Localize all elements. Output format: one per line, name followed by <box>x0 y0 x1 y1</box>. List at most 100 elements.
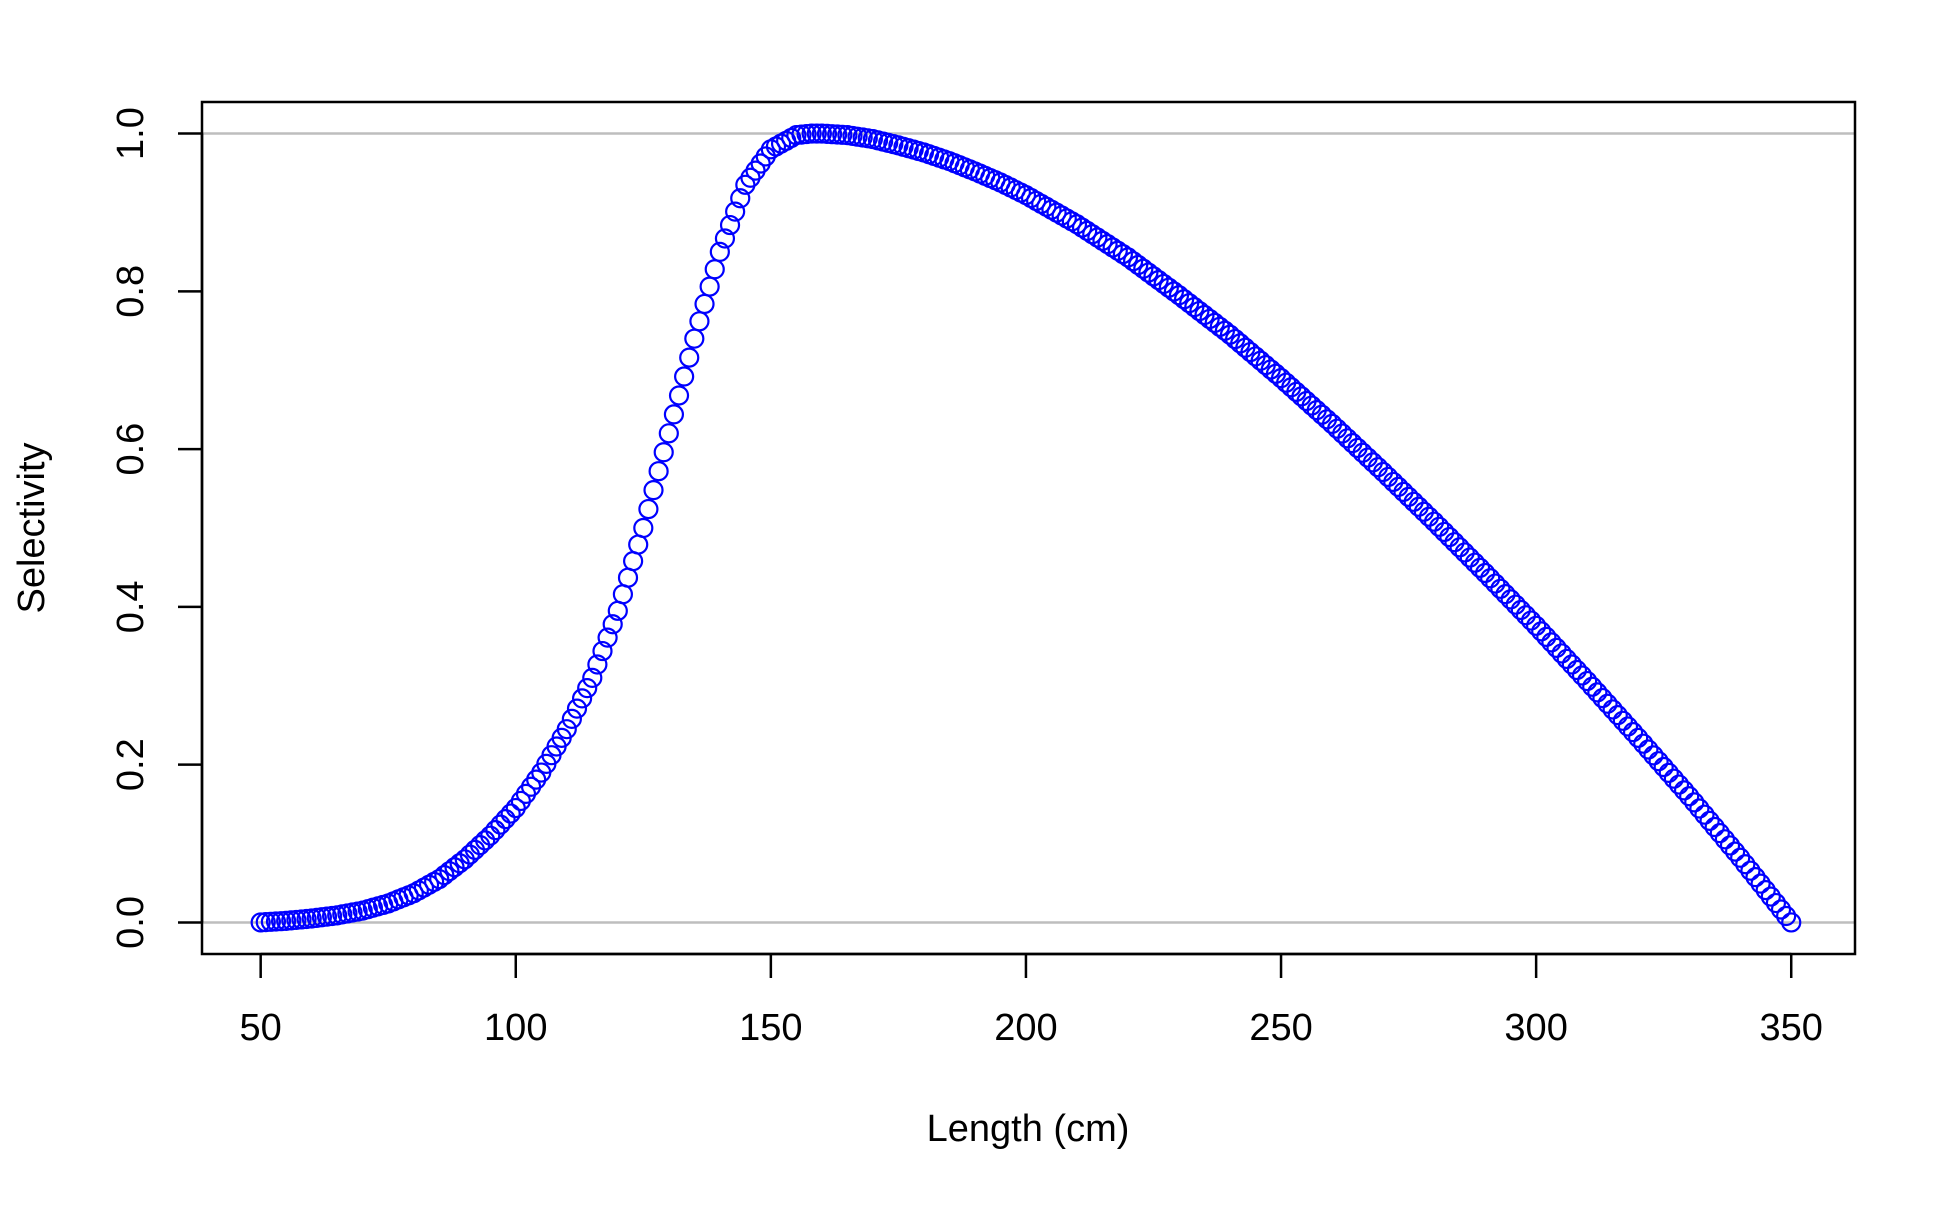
data-point <box>1337 428 1358 449</box>
y-tick-label: 0.4 <box>110 580 152 633</box>
data-point <box>1475 562 1496 584</box>
data-point <box>1403 491 1424 512</box>
data-point <box>475 830 496 851</box>
data-point <box>709 241 730 262</box>
data-point <box>1454 542 1475 563</box>
data-point <box>623 551 644 572</box>
data-point <box>464 839 486 860</box>
data-point <box>1378 466 1399 488</box>
data-point <box>1500 589 1521 610</box>
data-point <box>592 640 613 662</box>
data-point <box>1490 578 1511 599</box>
data-point <box>1648 751 1669 772</box>
data-point <box>617 567 639 588</box>
data-point <box>1760 886 1781 907</box>
data-point <box>1327 418 1348 439</box>
data-point <box>725 201 746 222</box>
data-point <box>1413 501 1434 522</box>
data-point <box>480 825 501 846</box>
data-point <box>679 347 700 368</box>
x-tick-label: 200 <box>994 1007 1057 1049</box>
data-point <box>1770 899 1792 920</box>
data-point <box>597 627 618 648</box>
plot-frame <box>200 100 1857 956</box>
data-point <box>1102 237 1123 258</box>
data-point <box>1372 461 1394 483</box>
data-point <box>1556 648 1577 670</box>
data-point <box>1117 247 1139 268</box>
data-point <box>1577 670 1598 692</box>
data-point <box>1699 810 1720 831</box>
data-point <box>1622 722 1644 743</box>
data-point <box>1138 262 1159 283</box>
data-point <box>1143 266 1164 287</box>
data-point <box>1128 254 1149 276</box>
data-point <box>469 835 491 856</box>
data-point <box>1505 594 1526 615</box>
data-point <box>1107 240 1128 261</box>
data-point <box>1781 912 1802 933</box>
data-point <box>1444 532 1465 553</box>
data-point <box>1643 745 1664 766</box>
data-point <box>1546 637 1567 659</box>
data-point <box>1459 547 1480 568</box>
x-tick-label: 100 <box>484 1007 547 1049</box>
data-point <box>571 688 593 709</box>
data-point <box>674 366 695 387</box>
data-point <box>1347 437 1368 459</box>
data-point <box>663 404 685 425</box>
data-point <box>1561 654 1582 675</box>
data-point <box>1602 699 1623 720</box>
data-point <box>1449 537 1470 558</box>
data-point <box>1750 873 1771 894</box>
data-point <box>1362 452 1383 473</box>
data-point <box>561 708 582 730</box>
data-point <box>704 259 725 280</box>
data-point <box>1531 621 1552 642</box>
data-point <box>490 814 511 835</box>
data-point <box>1566 659 1588 681</box>
data-point <box>1092 230 1113 251</box>
data-point <box>653 442 674 463</box>
x-axis-title: Length (cm) <box>927 1108 1130 1150</box>
data-point <box>612 584 634 605</box>
data-point <box>602 614 623 635</box>
data-point <box>1383 471 1404 493</box>
data-point <box>1587 682 1608 703</box>
data-point <box>643 480 664 501</box>
data-point <box>1526 615 1547 636</box>
data-point <box>730 188 751 209</box>
data-point <box>1332 423 1353 444</box>
data-point <box>1714 829 1736 850</box>
data-point <box>648 461 669 482</box>
data-point <box>1077 220 1098 241</box>
data-point <box>699 276 720 297</box>
data-point <box>1388 476 1409 497</box>
data-point <box>668 385 690 406</box>
y-tick-label: 0.6 <box>110 423 152 476</box>
y-tick-label: 1.0 <box>110 107 152 160</box>
data-point <box>1592 687 1613 709</box>
y-tick-label: 0.8 <box>110 265 152 318</box>
data-point <box>1434 521 1455 543</box>
data-point <box>1765 892 1787 914</box>
data-points <box>250 123 1802 933</box>
data-point <box>1571 665 1593 686</box>
x-axis: 50 100 150 200 250 300 350 <box>240 952 1823 1049</box>
data-point <box>1515 605 1537 626</box>
data-point <box>1495 584 1516 605</box>
data-point <box>566 698 588 719</box>
data-point <box>1153 273 1174 295</box>
data-point <box>1725 841 1746 862</box>
data-point <box>1536 626 1557 647</box>
data-point <box>1638 739 1659 760</box>
data-point <box>556 719 577 740</box>
data-point <box>1679 786 1700 807</box>
data-point <box>1673 780 1695 801</box>
data-point <box>1735 854 1756 875</box>
x-tick-label: 300 <box>1504 1007 1567 1049</box>
data-point <box>1684 792 1705 813</box>
data-point <box>1597 693 1618 714</box>
